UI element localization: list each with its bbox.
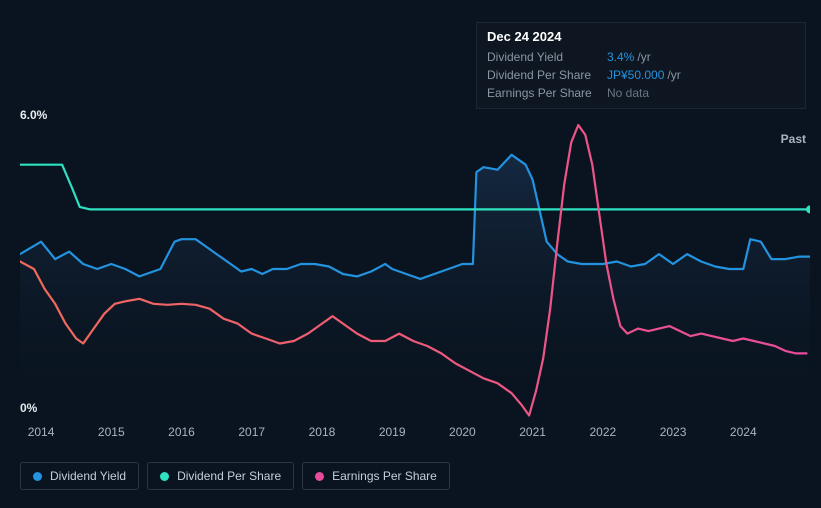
legend-label: Earnings Per Share [332,469,437,483]
tooltip-row: Earnings Per Share No data [487,84,795,102]
chart-plot-area[interactable] [20,120,810,418]
legend-swatch [160,472,169,481]
x-axis-tick: 2022 [589,425,616,439]
x-axis-tick: 2017 [238,425,265,439]
tooltip-row: Dividend Per Share JP¥50.000 /yr [487,66,795,84]
x-axis-tick: 2023 [660,425,687,439]
x-axis-tick: 2020 [449,425,476,439]
legend-item-earnings-per-share[interactable]: Earnings Per Share [302,462,450,490]
tooltip-unit: /yr [667,67,680,83]
x-axis-tick: 2016 [168,425,195,439]
tooltip-label: Dividend Yield [487,49,607,65]
x-axis-tick: 2019 [379,425,406,439]
x-axis-tick: 2021 [519,425,546,439]
legend-label: Dividend Yield [50,469,126,483]
legend-item-dividend-per-share[interactable]: Dividend Per Share [147,462,294,490]
tooltip-label: Dividend Per Share [487,67,607,83]
x-axis-tick: 2015 [98,425,125,439]
tooltip-unit: /yr [637,49,650,65]
tooltip-nodata: No data [607,85,649,101]
legend-label: Dividend Per Share [177,469,281,483]
chart-legend: Dividend Yield Dividend Per Share Earnin… [20,462,450,490]
legend-swatch [315,472,324,481]
x-axis-tick: 2018 [309,425,336,439]
dividend-chart: Dec 24 2024 Dividend Yield 3.4% /yr Divi… [0,0,821,508]
tooltip-value: 3.4% [607,49,634,65]
tooltip-label: Earnings Per Share [487,85,607,101]
legend-swatch [33,472,42,481]
legend-item-dividend-yield[interactable]: Dividend Yield [20,462,139,490]
tooltip-date: Dec 24 2024 [487,29,795,48]
chart-tooltip: Dec 24 2024 Dividend Yield 3.4% /yr Divi… [476,22,806,109]
past-label: Past [781,132,806,146]
x-axis-tick: 2014 [28,425,55,439]
x-axis-tick: 2024 [730,425,757,439]
tooltip-row: Dividend Yield 3.4% /yr [487,48,795,66]
tooltip-value: JP¥50.000 [607,67,664,83]
